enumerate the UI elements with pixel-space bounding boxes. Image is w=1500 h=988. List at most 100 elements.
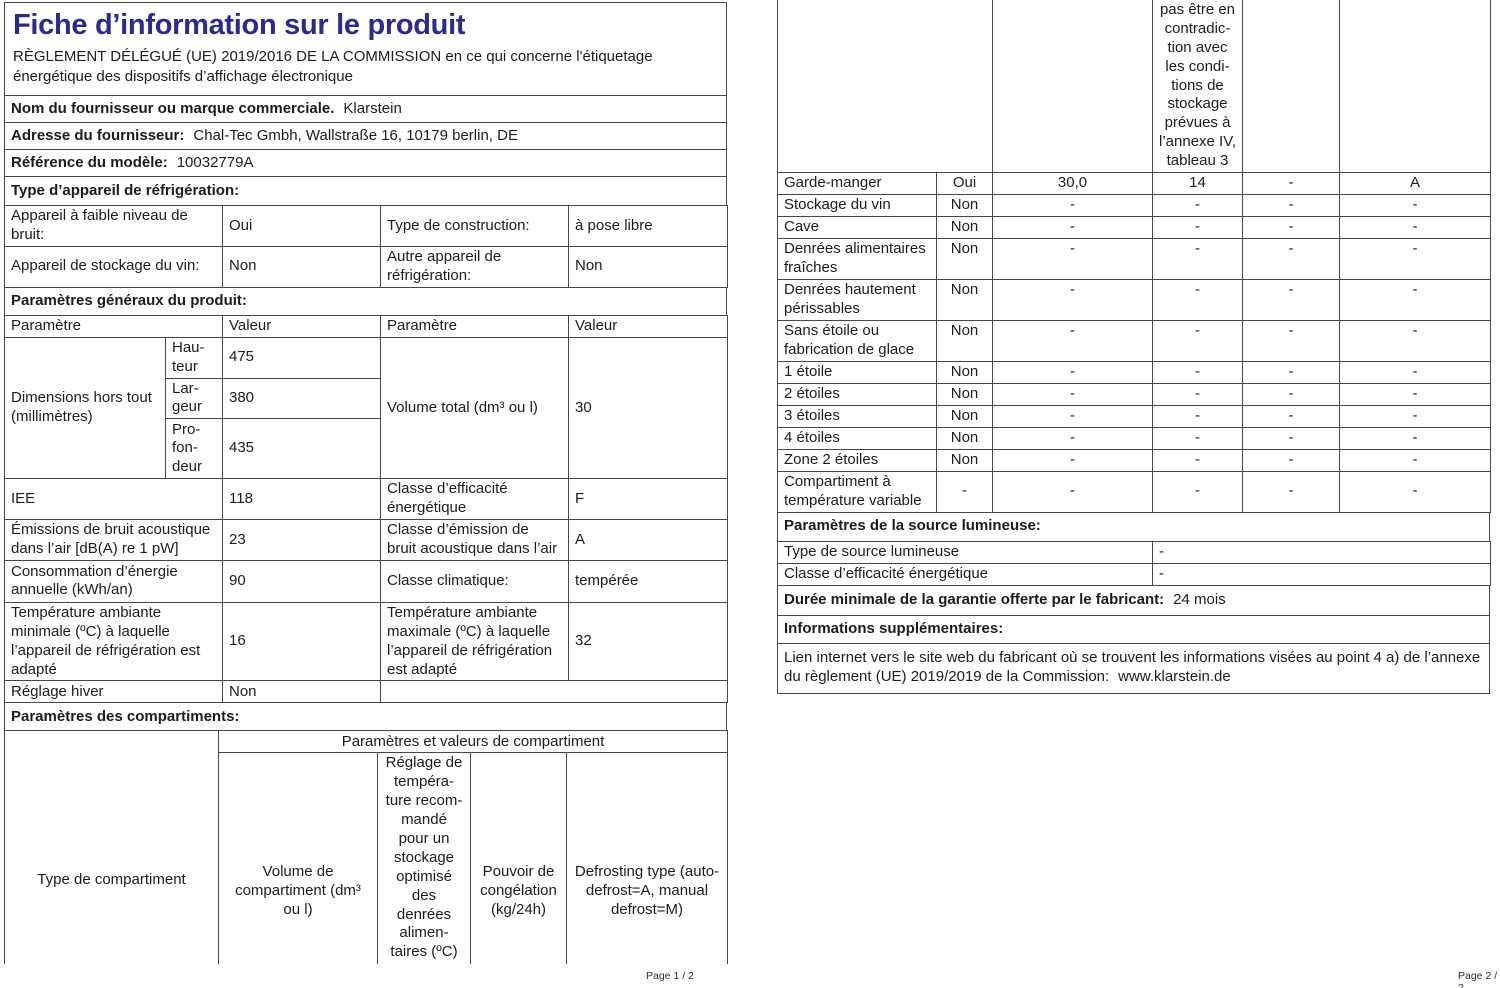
compartment-freeze-cell: - [1242, 278, 1340, 321]
empty-cell [380, 680, 728, 704]
iee-value: 118 [222, 478, 381, 521]
compartment-temp-cell: - [1152, 278, 1243, 321]
compartment-freeze-cell: - [1242, 237, 1340, 280]
header-cell: Fiche d’information sur le produit RÈGLE… [4, 2, 727, 97]
compartment-volume-cell: - [992, 470, 1153, 513]
warranty-row: Durée minimale de la garantie offerte pa… [777, 584, 1490, 616]
compartment-type-column-header: Type de compartiment [4, 730, 219, 964]
compartment-volume-cell: - [992, 194, 1153, 218]
compartment-row: 4 étoiles Non - - - - [777, 426, 1491, 450]
compartment-freeze-cell: - [1242, 319, 1340, 362]
compartment-present-cell: Non [936, 448, 993, 472]
page-1: Fiche d’information sur le produit RÈGLE… [4, 2, 728, 964]
climate-class-value: tempérée [568, 559, 728, 603]
type-section-header: Type d’appareil de réfrigération: [4, 176, 727, 207]
compartment-temp-cell: - [1152, 404, 1243, 428]
compartment-row: Denrées alimentaires fraîches Non - - - … [777, 237, 1491, 280]
compartment-present-cell: Non [936, 404, 993, 428]
column-header-value-1: Valeur [222, 314, 381, 338]
model-reference-value: 10032779A [176, 153, 254, 171]
compartment-temp-cell: - [1152, 382, 1243, 406]
compartment-type-cell: 4 étoiles [777, 426, 937, 450]
compartment-defrost-cell: - [1339, 404, 1491, 428]
noise-emission-label: Émissions de bruit acoustique dans l’air… [4, 519, 223, 561]
light-source-table: Type de source lumineuse - Classe d’effi… [777, 540, 1491, 586]
compartment-temp-cell: - [1152, 448, 1243, 472]
compartment-defrost-cell: - [1339, 194, 1491, 218]
construction-type-label: Type de construction: [380, 205, 569, 247]
compartment-present-cell: Non [936, 382, 993, 406]
climate-class-label: Classe climatique: [380, 559, 569, 603]
regulation-text: RÈGLEMENT DÉLÉGUÉ (UE) 2019/2016 DE LA C… [13, 48, 653, 85]
noise-class-value: A [568, 519, 728, 561]
light-source-section-header: Paramètres de la source lumineuse: [777, 511, 1490, 542]
width-value: 380 [222, 377, 381, 420]
compartment-volume-cell: - [992, 237, 1153, 280]
compartment-type-cell: Denrées alimentaires fraîches [777, 237, 937, 280]
warranty-table: Durée minimale de la garantie offerte pa… [777, 584, 1490, 616]
page-2: pas être en contradic-tion avec les cond… [777, 0, 1492, 694]
column-header-parameter-1: Paramètre [4, 314, 223, 338]
compartment-volume-cell: - [992, 319, 1153, 362]
max-ambient-temp-label: Température ambiante maximale (ºC) à laq… [380, 601, 569, 682]
temp-setting-header-continuation: pas être en contradic-tion avec les cond… [1152, 0, 1243, 174]
compartment-temp-column-header: Réglage de tempéra-ture recom-mandé pour… [377, 752, 471, 964]
compartment-freeze-cell: - [1242, 360, 1340, 384]
freezing-capacity-column-header: Pouvoir de congélation (kg/24h) [470, 752, 567, 964]
total-volume-value: 30 [568, 336, 728, 480]
compartment-temp-cell: - [1152, 194, 1243, 218]
compartment-values-span-header: Paramètres et valeurs de compartiment [218, 730, 728, 754]
empty-cell [992, 0, 1153, 174]
compartment-freeze-cell: - [1242, 404, 1340, 428]
supplier-name-label: Nom du fournisseur ou marque commerciale… [11, 99, 335, 117]
wine-storage-value: Non [222, 246, 381, 288]
compartment-volume-cell: - [992, 382, 1153, 406]
compartment-defrost-cell: - [1339, 237, 1491, 280]
compartment-type-cell: Stockage du vin [777, 194, 937, 218]
compartment-type-cell: Denrées hautement périssables [777, 278, 937, 321]
compartment-present-cell: Non [936, 237, 993, 280]
compartment-row: Denrées hautement périssables Non - - - … [777, 278, 1491, 321]
compartment-row: 2 étoiles Non - - - - [777, 382, 1491, 406]
compartment-present-cell: - [936, 470, 993, 513]
model-reference-label: Référence du modèle: [11, 153, 168, 171]
general-section-table: Paramètres généraux du produit: [4, 286, 727, 316]
compartment-present-cell: Non [936, 278, 993, 321]
compartment-row: Sans étoile ou fabrication de glace Non … [777, 319, 1491, 362]
compartment-volume-cell: - [992, 448, 1153, 472]
warranty-label: Durée minimale de la garantie offerte pa… [784, 590, 1165, 608]
supplier-name-value: Klarstein [343, 99, 402, 117]
compartment-row: Garde-manger Oui 30,0 14 - A [777, 172, 1491, 196]
compartment-present-cell: Non [936, 360, 993, 384]
max-ambient-temp-value: 32 [568, 601, 728, 682]
min-ambient-temp-value: 16 [222, 601, 381, 682]
energy-class-value: F [568, 478, 728, 521]
supplier-name-row: Nom du fournisseur ou marque commerciale… [4, 95, 727, 124]
compartment-defrost-cell: A [1339, 172, 1491, 196]
compartment-defrost-cell: - [1339, 278, 1491, 321]
compartment-temp-cell: 14 [1152, 172, 1243, 196]
compartment-volume-cell: - [992, 216, 1153, 239]
compartment-freeze-cell: - [1242, 172, 1340, 196]
compartment-type-cell: Compartiment à température variable [777, 470, 937, 513]
compartment-freeze-cell: - [1242, 382, 1340, 406]
empty-cell [777, 0, 993, 174]
depth-label: Pro-fon-deur [165, 418, 223, 480]
compartment-volume-cell: - [992, 278, 1153, 321]
compartment-temp-cell: - [1152, 470, 1243, 513]
compartment-volume-cell: - [992, 360, 1153, 384]
compartments-header-table: Type de compartiment Paramètres et valeu… [4, 730, 728, 964]
model-table: Référence du modèle: 10032779A [4, 149, 727, 178]
manufacturer-link-label: Lien internet vers le site web du fabric… [784, 649, 1481, 686]
supplier-address-label: Adresse du fournisseur: [11, 126, 185, 144]
compartment-defrost-cell: - [1339, 426, 1491, 450]
type-section-table: Type d’appareil de réfrigération: [4, 176, 727, 207]
other-appliance-label: Autre appareil de réfrigération: [380, 246, 569, 288]
additional-info-section-table: Informations supplémentaires: [777, 614, 1490, 644]
light-source-type-value: - [1152, 540, 1491, 564]
compartment-freeze-cell: - [1242, 216, 1340, 239]
height-label: Hau-teur [165, 336, 223, 379]
manufacturer-link-table: Lien internet vers le site web du fabric… [777, 642, 1490, 694]
compartment-defrost-cell: - [1339, 216, 1491, 239]
compartment-defrost-cell: - [1339, 382, 1491, 406]
